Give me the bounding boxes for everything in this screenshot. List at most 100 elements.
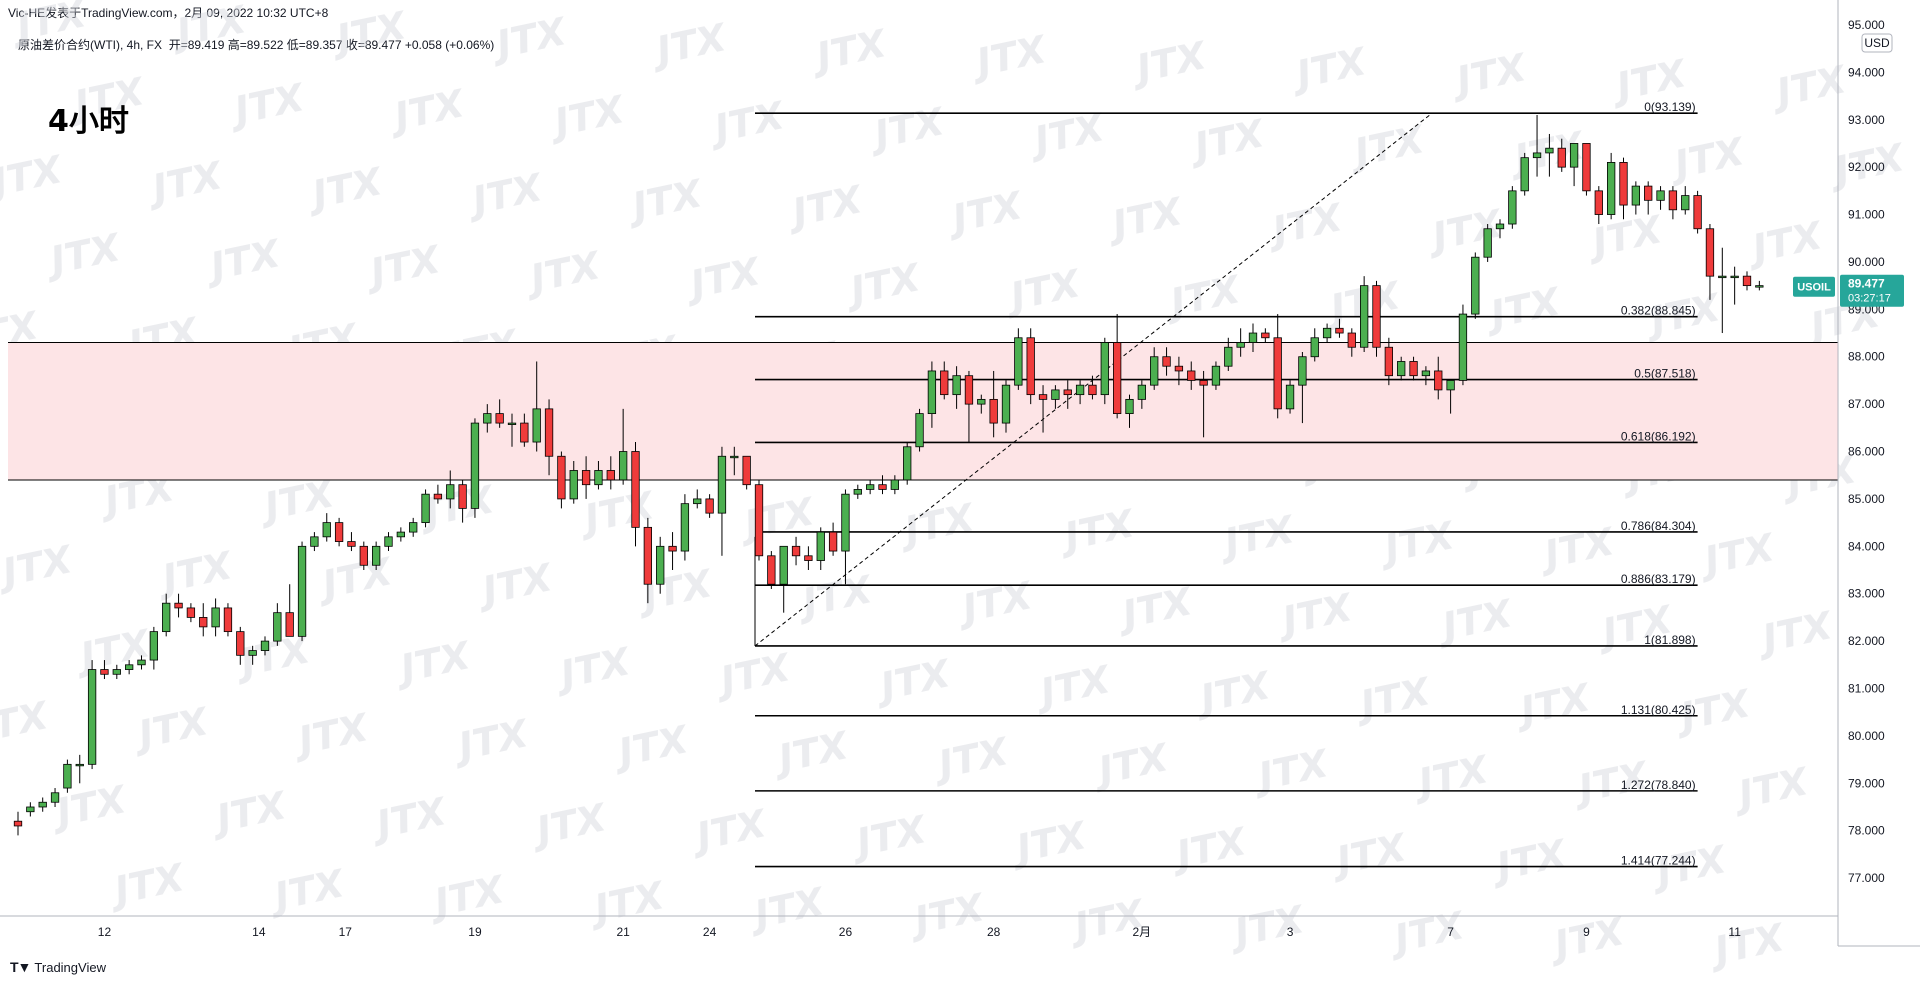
- watermark-text: JTX: [744, 879, 830, 938]
- candle-body: [1742, 275, 1752, 287]
- watermark-text: JTX: [1064, 891, 1150, 950]
- candle-body: [804, 555, 813, 561]
- candle-body: [705, 498, 714, 514]
- time-axis[interactable]: 12 14 17 19 21 24 26 28 2月 3 7 9 11: [98, 925, 1741, 939]
- watermark-text: JTX: [200, 231, 286, 290]
- price-tick-label: 83.000: [1848, 587, 1885, 601]
- watermark-text: JTX: [264, 861, 350, 920]
- candle: [643, 517, 652, 604]
- watermark-text: JTX: [1006, 813, 1092, 872]
- candle: [989, 370, 998, 438]
- candle-body: [1582, 143, 1591, 192]
- candle: [13, 811, 23, 836]
- candle-body: [1075, 384, 1085, 396]
- watermark-text: JTX: [1422, 201, 1508, 260]
- candle-body: [878, 484, 887, 490]
- watermark-text: JTX: [904, 885, 990, 944]
- candle-body: [248, 650, 257, 656]
- watermark-text: JTX: [312, 549, 398, 608]
- candle-body: [1718, 275, 1727, 279]
- candle-body: [384, 536, 393, 547]
- candle: [791, 536, 801, 566]
- candle-body: [409, 522, 418, 533]
- watermark-text: JTX: [584, 873, 670, 932]
- candle: [1051, 385, 1060, 409]
- candle: [544, 399, 554, 476]
- candle-body: [1174, 365, 1184, 372]
- candle: [952, 366, 961, 409]
- watermark-text: JTX: [734, 489, 820, 548]
- candle: [1668, 186, 1678, 220]
- candle-body: [890, 479, 899, 490]
- watermark-text: JTX: [846, 807, 932, 866]
- candle-body: [211, 607, 220, 628]
- candle-body: [1162, 356, 1171, 367]
- candle-body: [1631, 185, 1640, 206]
- watermark-text: JTX: [526, 795, 612, 854]
- watermark-text: JTX: [166, 0, 252, 56]
- candle: [223, 603, 233, 637]
- watermark-text: JTX: [1224, 897, 1310, 956]
- watermark-text: JTX: [1326, 825, 1412, 884]
- candle: [742, 455, 751, 490]
- candle: [1705, 224, 1715, 300]
- candle-body: [730, 455, 739, 459]
- watermark-text: JTX: [448, 711, 534, 770]
- watermark-text: JTX: [224, 75, 310, 134]
- timeframe-label: 4小时: [48, 104, 129, 139]
- candle: [581, 456, 591, 499]
- price-axis[interactable]: 95.00094.00093.00092.00091.00090.00089.0…: [1848, 18, 1885, 885]
- watermark-text: JTX: [0, 147, 67, 206]
- candle: [75, 754, 84, 784]
- watermark-text: JTX: [894, 495, 980, 554]
- tradingview-logo[interactable]: T▼ TradingView: [10, 959, 106, 975]
- candle-body: [63, 763, 72, 789]
- candle: [1347, 328, 1356, 357]
- fibonacci-trend-line[interactable]: [754, 112, 1433, 647]
- candle: [767, 551, 776, 589]
- publisher-line: Vic-HE发表于TradingView.com，2月 09, 2022 10:…: [8, 6, 329, 20]
- candle-body: [1026, 337, 1035, 396]
- time-tick-label: 17: [339, 925, 353, 939]
- candle: [1199, 370, 1208, 438]
- watermark-text: JTX: [952, 573, 1038, 632]
- time-tick-label: 7: [1447, 925, 1454, 939]
- candle: [236, 626, 245, 665]
- candle: [1619, 157, 1628, 220]
- watermark-text: JTX: [1262, 195, 1348, 254]
- candle: [285, 584, 294, 637]
- fib-level-label: 0(93.139): [1644, 100, 1695, 114]
- candle-body: [816, 531, 825, 561]
- candle-body: [100, 669, 109, 675]
- watermark-text: JTX: [1000, 261, 1086, 320]
- candle-body: [13, 820, 23, 827]
- candle-body: [656, 545, 665, 585]
- candle: [1298, 351, 1307, 424]
- watermark-text: JTX: [1742, 213, 1828, 272]
- candle-body: [754, 484, 764, 557]
- candle-body: [1360, 285, 1369, 348]
- candle-body: [1434, 370, 1443, 391]
- candle: [371, 541, 381, 571]
- candle: [656, 536, 665, 594]
- candle: [631, 442, 640, 547]
- candle: [1150, 347, 1159, 390]
- candle: [693, 489, 702, 509]
- candle-body: [149, 631, 159, 661]
- candle-body: [1693, 195, 1702, 230]
- candle-body: [1508, 190, 1517, 225]
- candle: [1446, 380, 1455, 414]
- candle-body: [619, 451, 628, 481]
- candle-body: [841, 493, 850, 552]
- candle-body: [1421, 370, 1431, 377]
- candle: [1322, 323, 1332, 343]
- candle: [1532, 115, 1542, 177]
- candle-body: [1310, 337, 1319, 358]
- resistance-zone: [8, 342, 1838, 480]
- candle-body: [1532, 152, 1542, 159]
- fibonacci-levels[interactable]: 0(93.139) 0.382(88.845) 0.5(87.518) 0.618(8…: [8, 100, 1838, 868]
- candle-body: [1001, 384, 1011, 424]
- candle-body: [75, 763, 84, 767]
- candle: [754, 479, 764, 561]
